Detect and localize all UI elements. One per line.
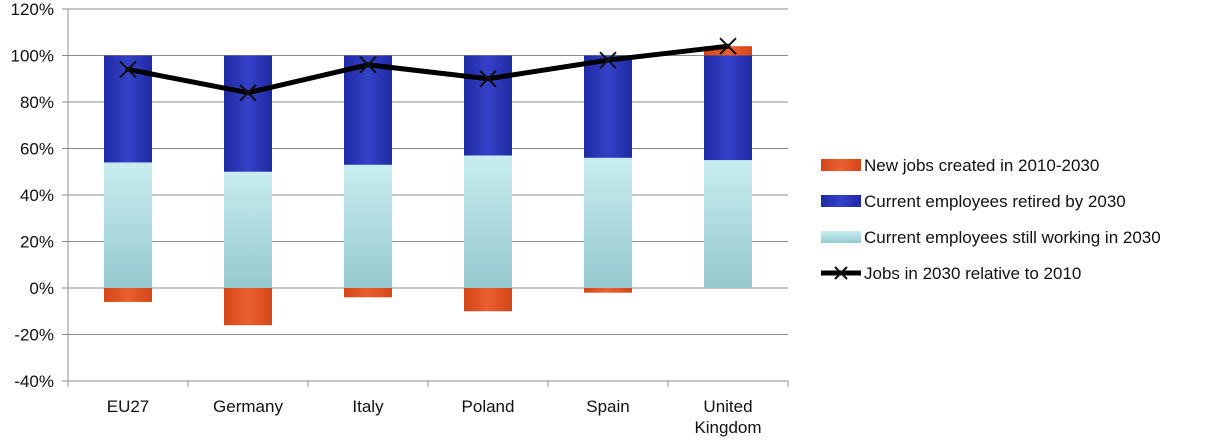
y-tick-label: 60% <box>20 140 54 159</box>
bar-new-jobs <box>224 288 272 326</box>
legend-label: Current employees retired by 2030 <box>864 192 1126 211</box>
bar-retired <box>704 55 752 161</box>
bar-still-working <box>704 160 752 288</box>
line-point-marker <box>239 83 257 102</box>
line-point-marker <box>359 56 377 74</box>
bar-new-jobs <box>104 288 152 302</box>
y-tick-label: 20% <box>20 233 54 252</box>
line-point-marker <box>119 60 137 79</box>
line-point-marker <box>599 51 617 69</box>
legend-item: Current employees still working in 2030 <box>821 228 1161 247</box>
jobs-line-path <box>125 43 731 96</box>
y-tick-label: 100% <box>11 47 54 66</box>
bar-retired <box>224 55 272 172</box>
bar-retired <box>344 55 392 165</box>
line-point-marker <box>479 70 497 88</box>
x-tick-label: Germany <box>213 397 283 416</box>
bar-still-working <box>464 155 512 288</box>
bar-still-working <box>584 157 632 288</box>
axes: -40% -20% 0% 20% 40% 60% 80% 100% 120% EU27 German… <box>11 0 789 437</box>
bar-new-jobs <box>704 46 752 56</box>
bar-still-working <box>224 171 272 288</box>
legend-item: New jobs created in 2010-2030 <box>821 156 1099 175</box>
y-tick-label: 40% <box>20 186 54 205</box>
legend-swatch <box>821 231 861 243</box>
bar-retired <box>584 55 632 158</box>
y-tick-label: 0% <box>29 279 54 298</box>
legend: New jobs created in 2010-2030 Current emp… <box>821 156 1161 283</box>
bar-still-working <box>104 162 152 288</box>
legend-swatch <box>821 159 861 171</box>
x-tick-label: United <box>703 397 752 416</box>
line-point-marker <box>719 37 737 55</box>
gridlines <box>68 8 788 382</box>
legend-label: Jobs in 2030 relative to 2010 <box>864 264 1081 283</box>
y-tick-label: 80% <box>20 93 54 112</box>
x-tick-label: Poland <box>462 397 515 416</box>
bar-still-working <box>344 164 392 288</box>
legend-item: Jobs in 2030 relative to 2010 <box>821 264 1081 283</box>
bars <box>104 46 752 326</box>
y-tick-label: -40% <box>14 372 54 391</box>
jobs-line <box>119 37 737 102</box>
bar-new-jobs <box>464 288 512 312</box>
y-tick-label: -20% <box>14 326 54 345</box>
x-tick-label: Kingdom <box>694 418 761 437</box>
legend-item: Current employees retired by 2030 <box>821 192 1126 211</box>
bar-retired <box>464 55 512 156</box>
bar-new-jobs <box>584 288 632 293</box>
x-tick-label: EU27 <box>107 397 150 416</box>
x-tick-label: Spain <box>586 397 629 416</box>
legend-label: New jobs created in 2010-2030 <box>864 156 1099 175</box>
y-tick-label: 120% <box>11 0 54 19</box>
legend-swatch <box>821 195 861 207</box>
bar-new-jobs <box>344 288 392 298</box>
legend-label: Current employees still working in 2030 <box>864 228 1161 247</box>
x-tick-label: Italy <box>352 397 384 416</box>
